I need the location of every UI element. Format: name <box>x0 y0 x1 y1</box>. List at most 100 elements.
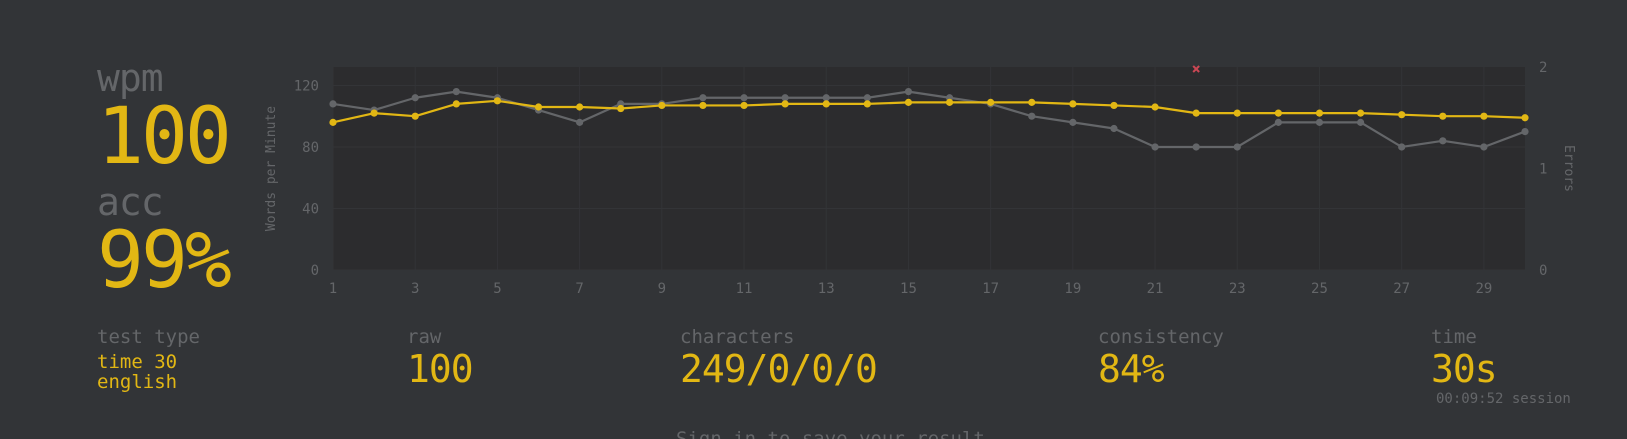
series-point <box>1480 143 1488 151</box>
y2-tick-label: 1 <box>1539 162 1547 178</box>
consistency-value: 84% <box>1098 347 1165 391</box>
series-point <box>904 98 913 106</box>
series-point <box>1274 118 1282 126</box>
x-tick-label: 3 <box>411 281 419 297</box>
series-point <box>1233 109 1241 117</box>
y-axis-label: Words per Minute <box>264 106 279 231</box>
series-point <box>1398 111 1406 119</box>
series-point <box>945 98 954 106</box>
test-type-label: test type <box>97 326 200 348</box>
series-point <box>822 94 830 102</box>
series-point <box>1439 112 1447 120</box>
error-markers <box>1192 65 1200 73</box>
x-tick-label: 21 <box>1147 281 1164 297</box>
x-tick-label: 27 <box>1393 281 1410 297</box>
series-point <box>411 94 419 102</box>
series-point <box>1480 112 1488 120</box>
y-tick-label: 0 <box>311 263 319 279</box>
series-point <box>1192 143 1200 151</box>
series-point <box>576 103 584 111</box>
series-point <box>1069 100 1077 108</box>
series-point <box>1192 109 1200 117</box>
y2-tick-label: 2 <box>1539 60 1547 76</box>
accuracy-label: acc <box>97 180 164 224</box>
x-tick-label: 29 <box>1475 281 1492 297</box>
series-point <box>1151 143 1159 151</box>
consistency-label: consistency <box>1098 326 1224 348</box>
error-marker <box>1192 65 1200 73</box>
wpm-label: wpm <box>97 56 164 100</box>
wpm-value: 100 <box>97 92 232 182</box>
series-point <box>1356 109 1365 117</box>
accuracy-value: 99% <box>97 216 232 306</box>
series-point <box>1315 118 1324 126</box>
series-point <box>740 101 748 110</box>
series-point <box>781 100 789 108</box>
series-point <box>617 104 625 113</box>
time-label: time <box>1431 326 1477 348</box>
x-tick-label: 19 <box>1064 281 1081 297</box>
time-value: 30s <box>1431 347 1498 391</box>
series-point <box>452 88 460 96</box>
y-tick-label: 40 <box>302 201 319 217</box>
series-line <box>332 90 1526 149</box>
series-point <box>452 100 460 108</box>
series-point <box>1439 137 1447 145</box>
series-point <box>987 98 995 106</box>
y-tick-label: 80 <box>302 140 319 156</box>
series-point <box>1110 124 1118 133</box>
x-tick-label: 13 <box>818 281 835 297</box>
series-point <box>576 118 584 126</box>
series-point <box>863 94 871 102</box>
test-type-language[interactable]: english <box>97 371 178 393</box>
y2-axis-ticks: 0 1 2 <box>1539 60 1547 279</box>
series-point <box>1315 109 1324 117</box>
chart-series <box>329 88 1529 151</box>
characters-label: characters <box>680 326 795 348</box>
series-point <box>1521 127 1529 136</box>
series-point <box>863 100 871 108</box>
y2-tick-label: 0 <box>1539 263 1547 279</box>
series-point <box>1274 109 1282 117</box>
series-point <box>904 88 913 96</box>
series-point <box>1521 114 1529 122</box>
series-point <box>699 94 707 102</box>
series-point <box>822 100 830 108</box>
raw-value: 100 <box>407 347 474 391</box>
series-point <box>740 94 748 102</box>
x-tick-label: 17 <box>982 281 999 297</box>
x-tick-label: 25 <box>1311 281 1328 297</box>
y-tick-label: 120 <box>294 78 319 94</box>
series-line <box>332 99 1526 124</box>
x-tick-label: 15 <box>900 281 917 297</box>
session-time: 00:09:52 session <box>1436 391 1571 407</box>
series-point <box>1028 112 1036 120</box>
series-point <box>370 109 378 117</box>
characters-value: 249/0/0/0 <box>680 347 878 391</box>
series-point <box>329 100 337 108</box>
series-point <box>699 101 707 110</box>
x-tick-label: 7 <box>575 281 583 297</box>
series-point <box>1028 98 1036 106</box>
x-tick-label: 9 <box>658 281 666 297</box>
series-point <box>1151 103 1159 111</box>
x-tick-label: 23 <box>1229 281 1246 297</box>
y-axis-ticks: 0 40 80 120 <box>294 78 319 279</box>
test-type-mode[interactable]: time 30 <box>97 351 178 373</box>
series-point <box>493 97 502 105</box>
series-point <box>534 103 543 111</box>
x-tick-label: 5 <box>493 281 501 297</box>
series-point <box>1069 118 1077 126</box>
x-tick-label: 1 <box>329 281 337 297</box>
raw-label: raw <box>407 326 442 348</box>
x-tick-label: 11 <box>736 281 753 297</box>
series-point <box>781 94 789 102</box>
x-axis-ticks: 1 3 5 7 9 11 13 15 17 19 21 23 25 27 29 <box>329 281 1493 297</box>
series-point <box>1398 143 1406 151</box>
sign-in-link[interactable]: Sign in to save your result <box>676 428 985 439</box>
series-point <box>1110 101 1118 110</box>
series-point <box>1233 143 1241 151</box>
